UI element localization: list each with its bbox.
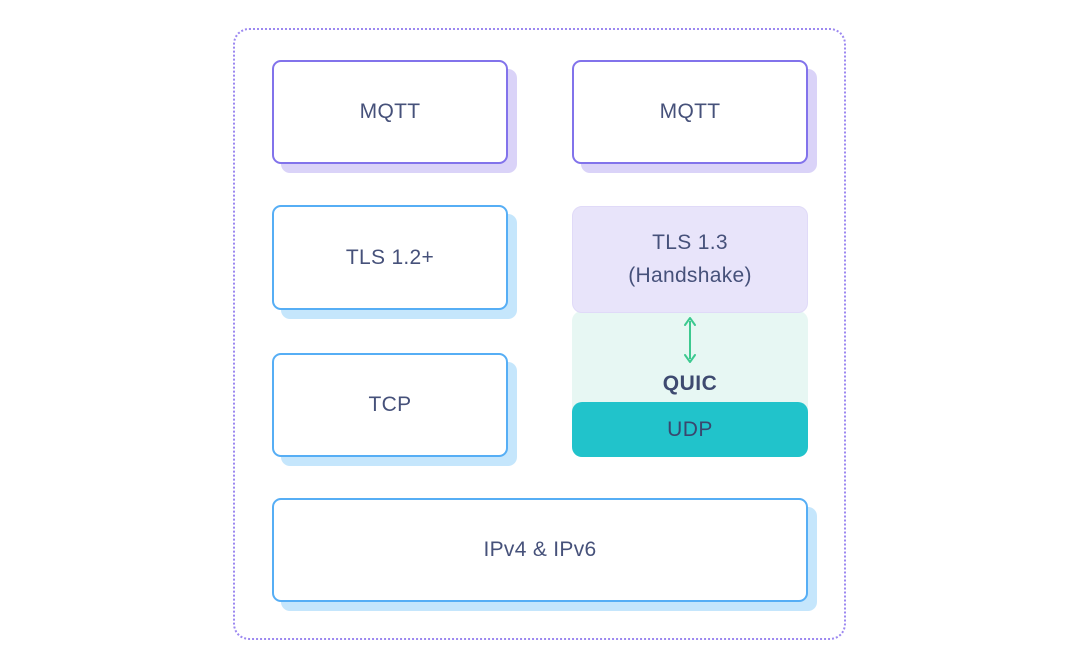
- udp-label: UDP: [667, 417, 713, 441]
- ip-layer-label: IPv4 & IPv6: [483, 538, 597, 561]
- tls12-box: TLS 1.2+: [272, 205, 508, 310]
- bidirectional-arrow-icon: [683, 316, 697, 364]
- tcp-box: TCP: [272, 353, 508, 457]
- quic-udp-zone: QUIC UDP: [572, 311, 808, 457]
- quic-label: QUIC: [662, 372, 718, 395]
- tcp-label: TCP: [368, 393, 412, 416]
- tls12-label: TLS 1.2+: [345, 245, 435, 269]
- mqtt-over-quic-box: MQTT: [572, 60, 808, 164]
- mqtt-left-label: MQTT: [359, 100, 421, 123]
- protocol-stack-container: [233, 28, 846, 640]
- tls13-handshake-box: TLS 1.3 (Handshake): [572, 206, 808, 313]
- mqtt-right-label: MQTT: [659, 100, 721, 123]
- ip-layer-box: IPv4 & IPv6: [272, 498, 808, 602]
- udp-box: UDP: [572, 402, 808, 457]
- mqtt-over-tcp-box: MQTT: [272, 60, 508, 164]
- tls13-label-line2: (Handshake): [628, 263, 752, 287]
- tls13-label-line1: TLS 1.3: [652, 230, 728, 254]
